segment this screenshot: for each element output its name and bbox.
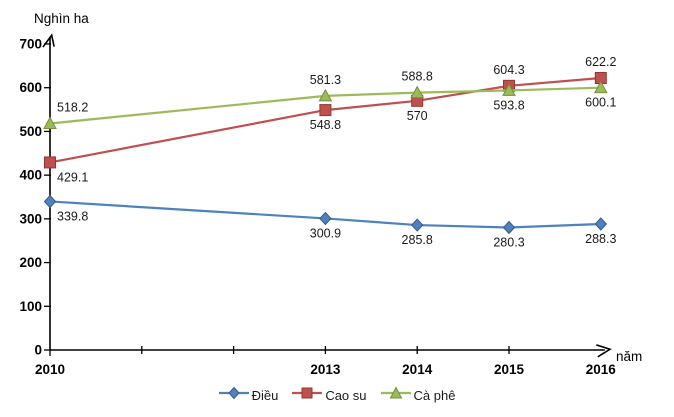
y-tick-label: 100 bbox=[19, 299, 42, 314]
triangle-marker-icon bbox=[318, 88, 333, 102]
data-label: 588.8 bbox=[402, 70, 433, 84]
x-axis-arrow-icon bbox=[596, 344, 612, 358]
x-tick-label: 2013 bbox=[310, 362, 341, 377]
data-label: 280.3 bbox=[493, 235, 524, 249]
square-marker-icon bbox=[44, 156, 56, 169]
y-tick-label: 400 bbox=[19, 168, 42, 183]
data-label: 548.8 bbox=[310, 118, 341, 132]
data-label: 518.2 bbox=[57, 100, 88, 114]
y-tick-label: 0 bbox=[34, 343, 42, 358]
y-axis-title: Nghìn ha bbox=[34, 11, 89, 26]
data-label: 570 bbox=[407, 109, 428, 123]
triangle-marker-icon bbox=[380, 386, 411, 405]
square-marker-icon bbox=[292, 386, 323, 405]
diamond-marker-icon bbox=[502, 220, 516, 235]
legend: Điều Cao su Cà phê bbox=[0, 386, 674, 405]
data-label: 339.8 bbox=[57, 209, 88, 223]
data-label: 604.3 bbox=[493, 63, 524, 77]
diamond-marker-icon bbox=[43, 194, 57, 209]
y-tick-label: 600 bbox=[19, 80, 42, 95]
diamond-marker-icon bbox=[411, 218, 424, 232]
x-tick-label: 2016 bbox=[586, 362, 617, 377]
triangle-marker-icon bbox=[502, 83, 516, 96]
x-tick-label: 2015 bbox=[494, 362, 525, 377]
y-tick-label: 200 bbox=[19, 255, 42, 270]
y-axis-arrow-icon bbox=[42, 33, 55, 48]
triangle-marker-icon bbox=[593, 80, 608, 94]
x-axis-title: năm bbox=[616, 349, 643, 364]
legend-item-cao-su: Cao su bbox=[292, 386, 367, 405]
diamond-marker-icon bbox=[594, 217, 607, 231]
data-label: 622.2 bbox=[585, 55, 616, 69]
diamond-marker-icon bbox=[319, 211, 332, 226]
diamond-marker-icon bbox=[218, 386, 249, 405]
data-label: 600.1 bbox=[585, 96, 616, 110]
legend-item-ca-phe: Cà phê bbox=[380, 386, 456, 405]
data-label: 581.3 bbox=[310, 73, 341, 87]
legend-label: Cà phê bbox=[413, 388, 456, 403]
triangle-marker-icon bbox=[410, 85, 425, 99]
data-label: 285.8 bbox=[402, 233, 433, 247]
y-tick-label: 500 bbox=[19, 124, 42, 139]
legend-item-dieu: Điều bbox=[218, 386, 279, 405]
y-tick-label: 700 bbox=[19, 37, 42, 52]
data-label: 288.3 bbox=[585, 232, 616, 246]
x-tick-label: 2010 bbox=[35, 362, 65, 377]
y-tick-label: 300 bbox=[19, 211, 42, 226]
triangle-marker-icon bbox=[43, 116, 57, 129]
legend-label: Điều bbox=[251, 388, 279, 403]
data-label: 300.9 bbox=[310, 226, 341, 240]
data-label: 593.8 bbox=[493, 98, 524, 112]
square-marker-icon bbox=[319, 104, 332, 117]
data-label: 429.1 bbox=[57, 170, 88, 184]
legend-label: Cao su bbox=[325, 388, 367, 403]
x-tick-label: 2014 bbox=[402, 362, 433, 377]
